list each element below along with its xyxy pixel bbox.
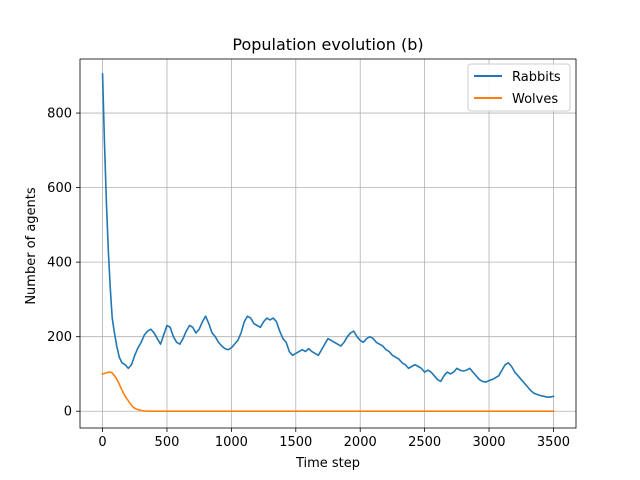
x-axis-label: Time step: [295, 456, 360, 471]
x-tick-label: 2500: [408, 435, 441, 450]
y-tick-label: 800: [47, 107, 72, 122]
x-tick-label: 3000: [472, 435, 505, 450]
x-tick-label: 3500: [537, 435, 570, 450]
x-tick-label: 0: [98, 435, 106, 450]
plot-frame: [79, 58, 577, 429]
legend: Rabbits Wolves: [467, 63, 571, 112]
series-line-rabbits: [101, 73, 555, 398]
y-tick-label: 0: [64, 405, 72, 420]
y-tick-label: 200: [47, 330, 72, 345]
series-line-wolves: [101, 371, 555, 413]
y-axis-label: Number of agents: [24, 187, 39, 305]
x-tick-label: 2000: [344, 435, 377, 450]
y-tick-label: 600: [47, 181, 72, 196]
chart-title: Population evolution (b): [232, 35, 423, 54]
x-tick-label: 1500: [279, 435, 312, 450]
series-layer: [101, 73, 555, 413]
x-tick-label: 500: [155, 435, 180, 450]
tick-layer: 0 500 1000 1500 2000 2500 3000 3500 0 200 400 600 80…: [47, 107, 570, 450]
legend-label-wolves: Wolves: [512, 92, 558, 107]
legend-label-rabbits: Rabbits: [512, 70, 561, 85]
x-tick-label: 1000: [215, 435, 248, 450]
y-tick-label: 400: [47, 256, 72, 271]
